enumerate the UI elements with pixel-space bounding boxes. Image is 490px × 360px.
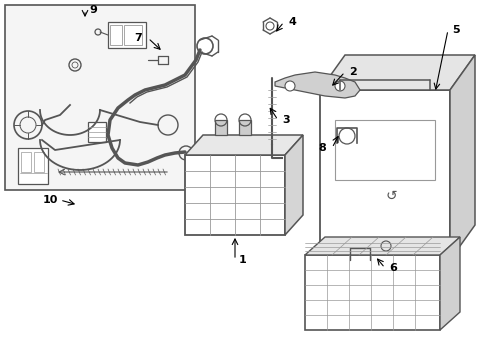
Text: 10: 10 (42, 195, 58, 205)
Polygon shape (320, 55, 475, 90)
Text: 5: 5 (452, 25, 460, 35)
Polygon shape (305, 237, 460, 255)
Text: 4: 4 (288, 17, 296, 27)
Polygon shape (285, 135, 303, 235)
Text: 9: 9 (89, 5, 97, 15)
Text: 1: 1 (239, 255, 247, 265)
Text: 2: 2 (349, 67, 357, 77)
Bar (21, 152, 31, 172)
Bar (239, 120, 251, 135)
Text: ↺: ↺ (386, 188, 397, 202)
Polygon shape (185, 135, 303, 155)
Text: 7: 7 (134, 33, 142, 43)
Bar (88, 122, 106, 142)
Text: 8: 8 (318, 143, 326, 153)
Polygon shape (450, 55, 475, 260)
Polygon shape (275, 72, 360, 98)
Bar (124, 25, 142, 45)
Polygon shape (440, 237, 460, 330)
Bar (110, 25, 122, 45)
Circle shape (335, 81, 345, 91)
Bar (305, 255, 440, 330)
Text: 3: 3 (282, 115, 290, 125)
Bar (215, 120, 227, 135)
Circle shape (285, 81, 295, 91)
Bar (5, 5, 195, 190)
Bar (108, 22, 146, 48)
Bar (335, 120, 435, 180)
Bar (18, 148, 48, 184)
Bar (320, 90, 450, 260)
Bar (34, 152, 44, 172)
Text: 6: 6 (389, 263, 397, 273)
Bar (185, 155, 285, 235)
